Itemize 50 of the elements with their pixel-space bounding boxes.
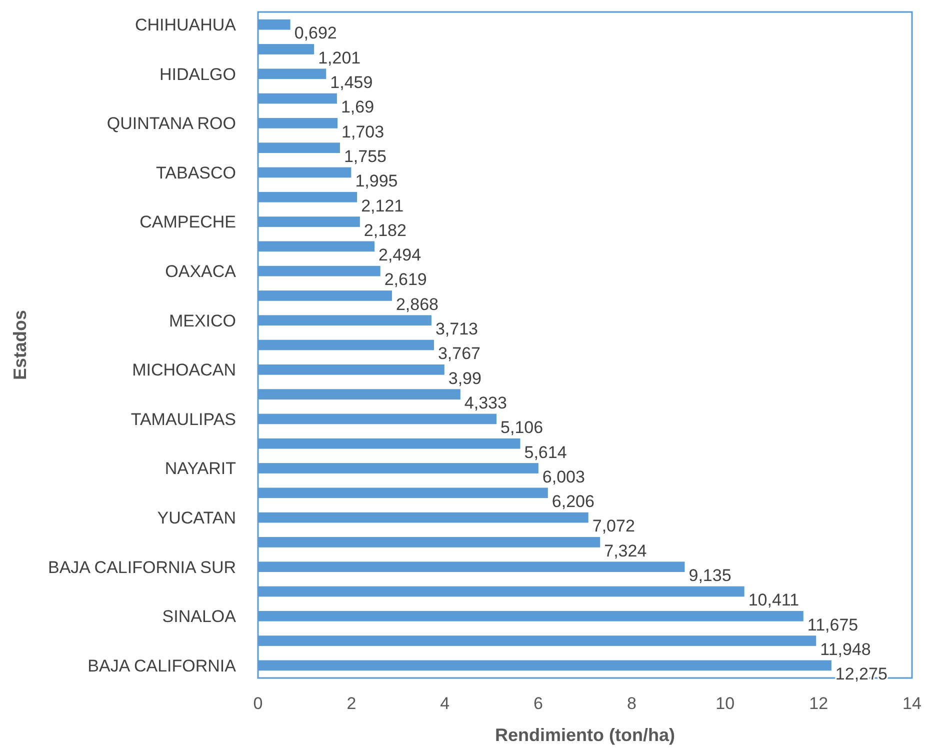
data-label: 7,072 xyxy=(592,516,635,536)
data-label: 2,182 xyxy=(364,220,406,240)
data-label: 2,494 xyxy=(378,246,422,265)
data-label: 3,713 xyxy=(435,320,478,339)
y-tick-label: OAXACA xyxy=(165,262,237,282)
data-label: 1,459 xyxy=(330,73,373,92)
y-tick-label: BAJA CALIFORNIA SUR xyxy=(48,558,236,577)
x-tick-label: 8 xyxy=(626,694,636,713)
x-tick-label: 10 xyxy=(716,694,735,713)
data-label: 1,201 xyxy=(318,48,361,68)
data-label: 5,614 xyxy=(524,442,567,462)
y-tick-label: YUCATAN xyxy=(157,508,236,528)
data-label: 2,868 xyxy=(396,294,439,314)
data-label: 1,703 xyxy=(342,122,384,142)
x-tick-label: 12 xyxy=(809,694,828,713)
y-tick-label: BAJA CALIFORNIA xyxy=(88,656,237,676)
data-label: 2,121 xyxy=(361,196,404,216)
y-tick-label: MICHOACAN xyxy=(132,360,236,380)
data-label: 9,135 xyxy=(688,566,732,586)
x-axis-title: Rendimiento (ton/ha) xyxy=(495,725,675,745)
y-tick-label: SINALOA xyxy=(162,607,237,626)
data-label: 5,106 xyxy=(500,418,544,438)
data-label: 3,767 xyxy=(438,344,481,364)
data-label: 4,333 xyxy=(464,393,507,412)
data-label: 6,003 xyxy=(542,467,585,486)
y-tick-label: CAMPECHE xyxy=(140,212,236,232)
data-label: 1,755 xyxy=(344,146,387,166)
x-tick-label: 14 xyxy=(902,694,922,713)
x-tick-label: 0 xyxy=(253,694,263,713)
data-label: 6,206 xyxy=(552,492,594,512)
y-tick-label: NAYARIT xyxy=(164,459,236,478)
data-label: 10,411 xyxy=(748,590,800,610)
x-tick-label: 2 xyxy=(346,694,356,713)
data-label: 7,324 xyxy=(604,541,647,560)
y-tick-label: TABASCO xyxy=(156,163,236,182)
y-tick-label: CHIHUAHUA xyxy=(134,16,237,35)
data-label: 11,948 xyxy=(820,640,871,659)
y-tick-label: TAMAULIPAS xyxy=(130,410,236,429)
data-label: 1,995 xyxy=(355,172,398,191)
data-label: 11,675 xyxy=(807,615,858,634)
x-tick-label: 6 xyxy=(534,694,544,713)
y-tick-label: MEXICO xyxy=(168,311,236,330)
data-label: 3,99 xyxy=(448,368,482,388)
x-tick-label: 4 xyxy=(440,694,450,713)
data-label: 0,692 xyxy=(294,24,337,43)
y-tick-label: QUINTANA ROO xyxy=(106,114,236,134)
data-label: 1,69 xyxy=(340,98,374,117)
y-tick-label: HIDALGO xyxy=(159,64,236,84)
y-axis-title: Estados xyxy=(10,310,30,380)
data-label: 2,619 xyxy=(384,270,427,290)
